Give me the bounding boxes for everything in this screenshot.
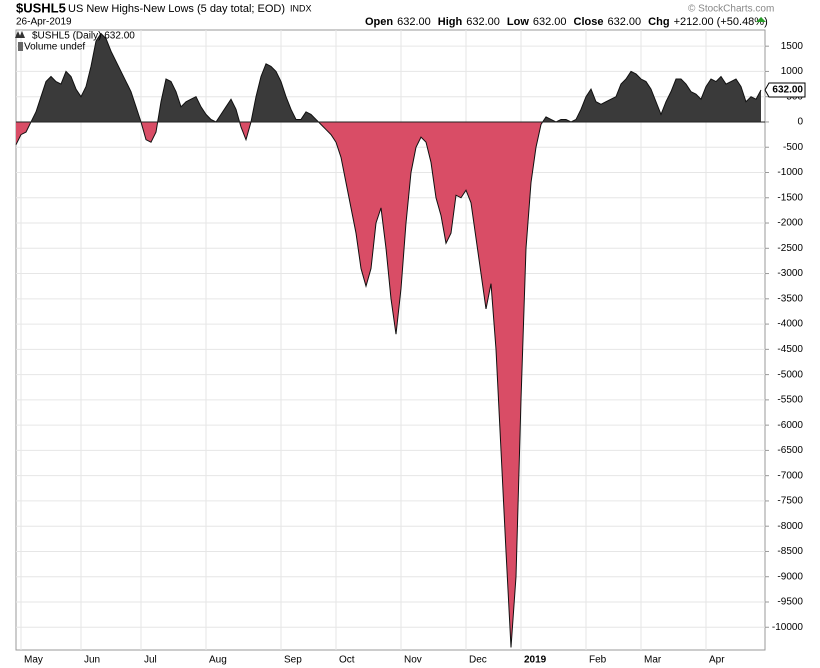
negative-area [16, 121, 543, 648]
y-tick-label: -7500 [777, 496, 803, 507]
credit: © StockCharts.com [688, 4, 774, 15]
legend: $USHL5 (Daily) 632.00 [32, 31, 135, 42]
quote-label: Low [507, 16, 529, 28]
y-tick-label: -3000 [777, 268, 803, 279]
y-tick-label: -10000 [772, 622, 804, 633]
y-tick-label: -9000 [777, 571, 803, 582]
line [15, 32, 762, 648]
y-tick-label: -6000 [777, 420, 803, 431]
y-tick-label: 1500 [781, 41, 804, 52]
y-tick-label: -500 [783, 142, 803, 153]
axis: 150010005000-500-1000-1500-2000-2500-300… [24, 41, 806, 666]
x-tick-label: 2019 [524, 655, 547, 666]
y-tick-label: -6500 [777, 445, 803, 456]
x-tick-label: Mar [644, 655, 662, 666]
y-tick-label: -1000 [777, 167, 803, 178]
legend-icon [15, 31, 25, 38]
quote-label: Open [365, 16, 393, 28]
y-tick-label: -9500 [777, 597, 803, 608]
y-tick-label: -7000 [777, 470, 803, 481]
x-tick-label: Jun [84, 655, 100, 666]
x-tick-label: Apr [709, 655, 725, 666]
last-label: 632.00 [772, 85, 803, 96]
quote-value: 632.00 [608, 16, 642, 28]
y-tick-label: -5500 [777, 395, 803, 406]
chart-title: US New Highs-New Lows (5 day total; EOD) [68, 3, 285, 15]
y-tick-label: -2500 [777, 243, 803, 254]
x-tick-label: Nov [404, 655, 422, 666]
symbol: $USHL5 [16, 0, 66, 15]
quote-label: Close [574, 16, 604, 28]
y-tick-label: -4000 [777, 319, 803, 330]
quote-value: 632.00 [397, 16, 431, 28]
quote-value: 632.00 [533, 16, 567, 28]
y-tick-label: -4500 [777, 344, 803, 355]
last-label-box [764, 82, 806, 98]
y-tick-label: -8500 [777, 546, 803, 557]
marks [15, 32, 765, 648]
volume-icon [18, 42, 23, 51]
y-tick-label: 1000 [781, 66, 804, 77]
y-tick-label: -2000 [777, 218, 803, 229]
y-tick-label: 0 [797, 117, 803, 128]
x-tick-label: Oct [339, 655, 355, 666]
y-tick-label: -3500 [777, 293, 803, 304]
x-tick-label: Sep [284, 655, 302, 666]
x-tick-label: Aug [209, 655, 227, 666]
quote-label: High [438, 16, 463, 28]
quote-value: +212.00 (+50.48%) [674, 16, 768, 28]
plot-frame [15, 29, 766, 651]
x-tick-label: May [24, 655, 43, 666]
exchange: INDX [290, 3, 312, 13]
positive-area [16, 33, 761, 122]
quote-value: 632.00 [466, 16, 500, 28]
x-tick-label: Dec [469, 655, 487, 666]
quote: Open 632.00 High 632.00 Low 632.00 Close 632.00… [365, 16, 768, 28]
volume-note: Volume undef [24, 42, 85, 53]
date: 26-Apr-2019 [16, 17, 72, 28]
x-tick-label: Jul [144, 655, 157, 666]
y-tick-label: -5000 [777, 369, 803, 380]
x-tick-label: Feb [589, 655, 607, 666]
quote-label: Chg [648, 16, 669, 28]
up-arrow [756, 17, 766, 22]
y-tick-label: -8000 [777, 521, 803, 532]
y-tick-label: -1500 [777, 192, 803, 203]
